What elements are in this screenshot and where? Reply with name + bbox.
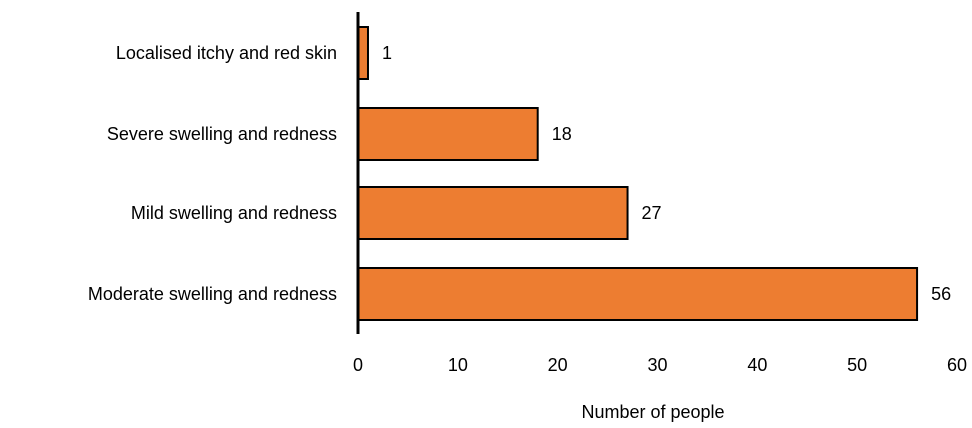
bar-severe-swelling-and-redness (357, 107, 539, 161)
bars-layer (357, 26, 919, 321)
bar-moderate-swelling-and-redness (357, 267, 919, 321)
x-tick-label-50: 50 (847, 355, 867, 375)
x-tick-labels: 0 10 20 30 40 50 60 (353, 355, 967, 375)
value-label-localised-itchy-and-red-skin: 1 (382, 43, 392, 63)
x-axis-title: Number of people (581, 402, 724, 422)
category-label-severe-swelling-and-redness: Severe swelling and redness (107, 124, 337, 144)
value-label-mild-swelling-and-redness: 27 (642, 203, 662, 223)
category-label-mild-swelling-and-redness: Mild swelling and redness (131, 203, 337, 223)
category-label-localised-itchy-and-red-skin: Localised itchy and red skin (116, 43, 337, 63)
x-tick-label-10: 10 (448, 355, 468, 375)
category-labels: Localised itchy and red skin Severe swell… (88, 43, 337, 304)
value-label-severe-swelling-and-redness: 18 (552, 124, 572, 144)
value-labels: 1 18 27 56 (382, 43, 951, 304)
x-tick-label-60: 60 (947, 355, 967, 375)
x-tick-label-30: 30 (647, 355, 667, 375)
bar-mild-swelling-and-redness (357, 186, 629, 240)
value-label-moderate-swelling-and-redness: 56 (931, 284, 951, 304)
x-tick-label-40: 40 (747, 355, 767, 375)
category-label-moderate-swelling-and-redness: Moderate swelling and redness (88, 284, 337, 304)
x-tick-label-0: 0 (353, 355, 363, 375)
x-tick-label-20: 20 (548, 355, 568, 375)
